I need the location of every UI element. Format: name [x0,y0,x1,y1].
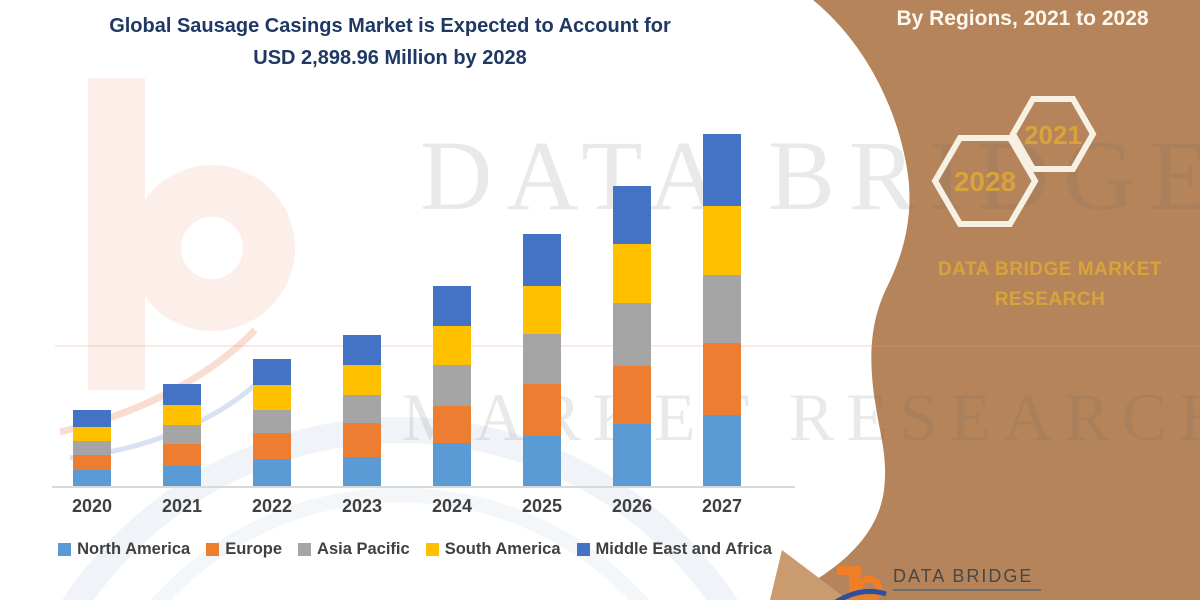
segment-europe [523,384,561,436]
segment-europe [613,366,651,424]
segment-north-america [73,470,111,486]
x-axis-label-2025: 2025 [521,496,563,516]
panel-brand-text: DATA BRIDGE MARKET RESEARCH [900,255,1200,315]
segment-north-america [343,457,381,486]
segment-north-america [523,436,561,486]
segment-north-america [613,424,651,486]
segment-south-america [73,427,111,441]
logo-b-bowl [855,575,883,600]
legend-label-north-america: North America [77,540,191,558]
panel-brand-line2: RESEARCH [994,289,1106,310]
x-axis-label-2022: 2022 [251,496,293,516]
segment-asia-pacific [343,395,381,423]
segment-asia-pacific [703,275,741,343]
segment-north-america [433,443,471,486]
segment-south-america [613,244,651,303]
panel-corner-accent [770,550,848,600]
chart-title: Global Sausage Casings Market is Expecte… [40,10,740,74]
legend-item-north-america: North America [58,540,190,559]
legend-swatch-middle-east-and-africa [576,543,590,556]
segment-south-america [343,365,381,395]
x-axis-label-2021: 2021 [161,496,203,516]
x-axis-line [52,486,795,488]
segment-europe [343,423,381,457]
bar-2024 [433,286,471,486]
chart-title-line1: Global Sausage Casings Market is Expecte… [109,15,671,37]
legend-item-middle-east-and-africa: Middle East and Africa [576,540,772,559]
footer-brand-underline [893,589,1041,591]
segment-south-america [703,206,741,275]
legend-label-south-america: South America [444,540,561,558]
segment-middle-east-and-africa [73,410,111,427]
legend-swatch-asia-pacific [298,543,312,556]
panel-heading: Global Sausage Casings Market, By Region… [845,0,1200,34]
segment-asia-pacific [613,303,651,366]
x-axis-label-2026: 2026 [611,496,653,516]
segment-asia-pacific [433,365,471,406]
legend-swatch-south-america [425,543,439,556]
segment-north-america [253,459,291,486]
segment-middle-east-and-africa [523,234,561,286]
segment-middle-east-and-africa [433,286,471,326]
segment-europe [73,455,111,470]
segment-south-america [433,326,471,365]
segment-south-america [523,286,561,334]
segment-middle-east-and-africa [253,359,291,385]
bar-2021 [163,384,201,486]
segment-asia-pacific [253,410,291,433]
logo-b-stem [849,566,860,600]
segment-europe [433,406,471,443]
legend-item-asia-pacific: Asia Pacific [298,540,410,559]
bar-2020 [73,410,111,486]
legend-label-asia-pacific: Asia Pacific [317,540,410,558]
x-axis-label-2020: 2020 [71,496,113,516]
x-axis-label-2024: 2024 [431,496,473,516]
hexagon-2021 [1009,96,1097,172]
segment-south-america [253,385,291,410]
segment-europe [703,343,741,415]
footer-brand-text: DATA BRIDGE [893,566,1034,586]
legend-item-europe: Europe [206,540,282,559]
legend-item-south-america: South America [425,540,561,559]
hexagon-year-2021: 2021 [1024,120,1082,150]
segment-asia-pacific [523,334,561,384]
segment-north-america [163,466,201,486]
segment-middle-east-and-africa [163,384,201,405]
segment-asia-pacific [163,425,201,444]
segment-south-america [163,405,201,425]
segment-asia-pacific [73,441,111,455]
segment-north-america [703,415,741,486]
segment-middle-east-and-africa [613,186,651,244]
bar-2027 [703,134,741,486]
legend-label-europe: Europe [225,540,283,558]
x-axis-label-2023: 2023 [341,496,383,516]
bar-2025 [523,234,561,486]
segment-europe [253,433,291,459]
chart-legend: North America Europe Asia Pacific South Ame… [30,540,800,559]
bar-2023 [343,335,381,486]
bar-2026 [613,186,651,486]
chart-title-line2: USD 2,898.96 Million by 2028 [253,47,527,69]
panel-brand-line1: DATA BRIDGE MARKET [938,259,1162,280]
segment-middle-east-and-africa [703,134,741,206]
panel-heading-line2: By Regions, 2021 to 2028 [896,7,1149,30]
hexagon-2028 [931,135,1039,227]
segment-europe [163,444,201,466]
legend-swatch-europe [206,543,220,556]
hexagon-year-2028: 2028 [953,166,1017,197]
legend-swatch-north-america [58,543,72,556]
x-axis-label-2027: 2027 [701,496,743,516]
legend-label-middle-east-and-africa: Middle East and Africa [595,540,772,558]
segment-middle-east-and-africa [343,335,381,365]
bar-2022 [253,359,291,486]
watermark-text-line1: DATA BRIDGE [420,120,1200,231]
